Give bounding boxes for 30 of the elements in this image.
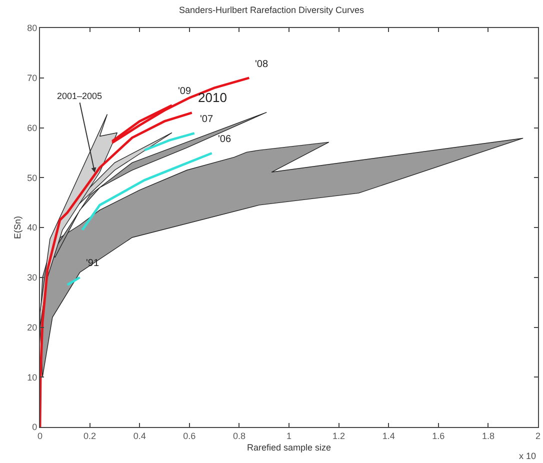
x-tick-label: 1.2	[332, 430, 346, 441]
y-tick-label: 40	[27, 222, 38, 233]
x-tick-label: 0.4	[133, 430, 146, 441]
series-label: '06	[218, 134, 232, 145]
x-tick-label: 0.8	[232, 430, 246, 441]
series-label: '09	[178, 86, 192, 97]
series-label: '91	[86, 258, 100, 269]
y-tick-label: 20	[27, 322, 38, 332]
y-tick-label: 60	[27, 122, 38, 133]
chart-title: Sanders-Hurlbert Rarefaction Diversity Curves	[178, 5, 365, 16]
y-tick-label: 10	[27, 372, 38, 382]
x-tick-label: 1	[286, 430, 292, 441]
y-tick-label: 0	[32, 422, 38, 432]
y-tick-label: 80	[27, 23, 38, 34]
x-tick-label: 1.4	[382, 430, 395, 441]
x-tick-label: 0.2	[84, 430, 96, 441]
series-label: '07	[200, 114, 214, 125]
text: x 10	[519, 451, 536, 461]
y-tick-label: 50	[27, 172, 38, 183]
x-tick-label: 0.6	[183, 430, 196, 441]
x-axis-title: Rarefied sample size	[246, 442, 332, 453]
y-tick-label: 30	[27, 272, 38, 283]
x-tick-label: 1.8	[482, 430, 494, 441]
annotation: 2001–2005	[57, 91, 102, 101]
x-tick-label: 1.6	[432, 430, 445, 441]
y-tick-label: 70	[27, 73, 38, 84]
series-label: 2010	[198, 90, 227, 105]
series-label: '08	[255, 59, 268, 70]
y-axis-title: E(Sn)	[12, 216, 23, 240]
x-tick-label: 2	[535, 430, 541, 441]
